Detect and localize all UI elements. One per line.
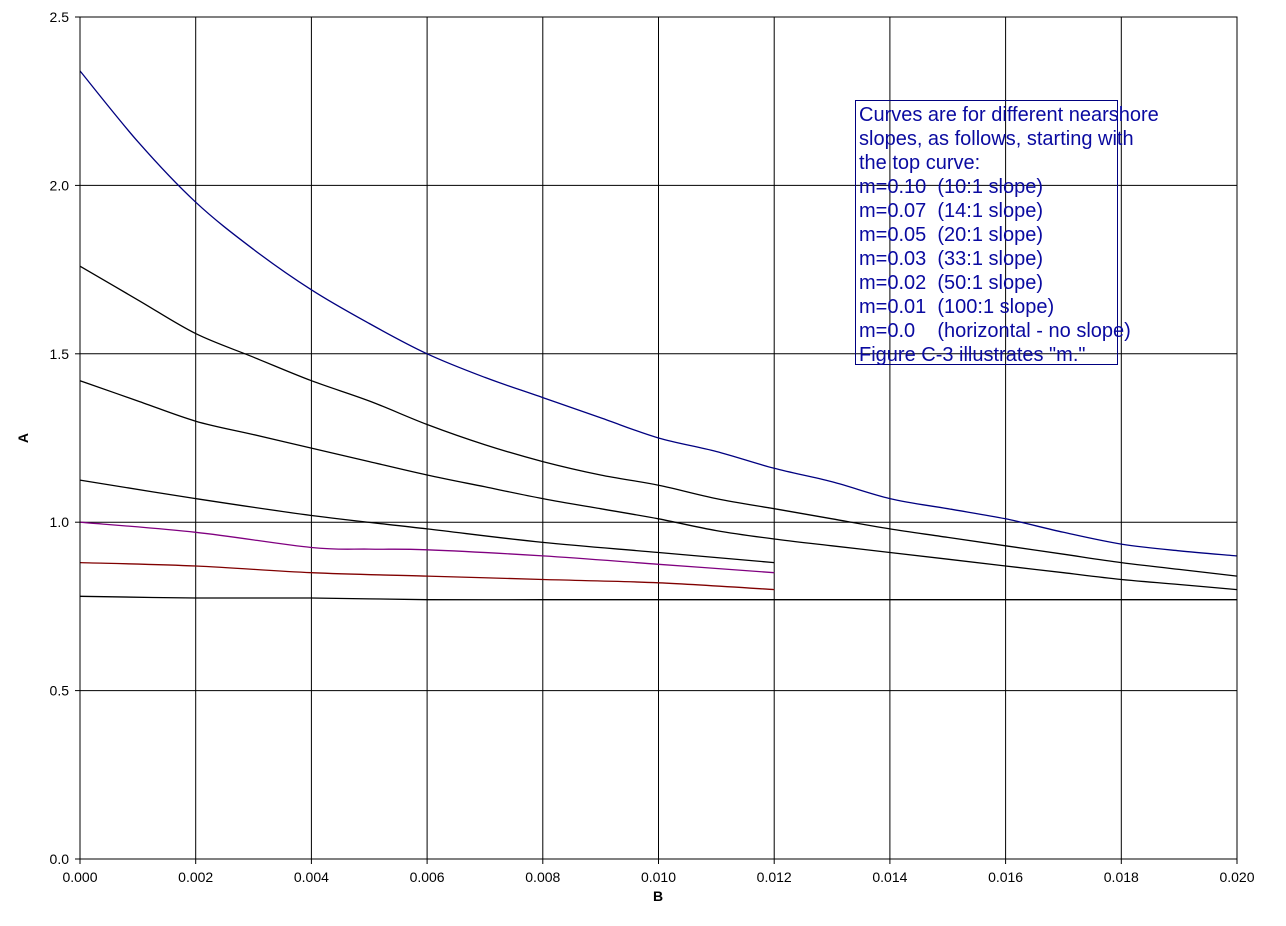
- x-tick-label: 0.012: [757, 869, 792, 885]
- y-tick-label: 2.0: [50, 177, 70, 193]
- annotation-text: Curves are for different nearshore slope…: [859, 103, 1284, 367]
- series-line-4: [79, 479, 775, 564]
- annotation-line: m=0.0 (horizontal - no slope): [859, 320, 1131, 342]
- series-line-7: [79, 595, 1237, 601]
- annotation-line: Figure C-3 illustrates "m.": [859, 344, 1086, 366]
- annotation-line: m=0.03 (33:1 slope): [859, 248, 1043, 270]
- x-tick-label: 0.018: [1104, 869, 1139, 885]
- x-axis-title: B: [653, 888, 663, 904]
- annotation-line: m=0.02 (50:1 slope): [859, 272, 1043, 294]
- y-axis-ticks: 0.0 0.5 1.0 1.5 2.0 2.5: [50, 9, 80, 867]
- x-tick-label: 0.010: [641, 869, 676, 885]
- x-tick-label: 0.006: [410, 869, 445, 885]
- series-line-2: [79, 265, 1238, 577]
- series-line-5: [79, 521, 775, 574]
- x-tick-label: 0.020: [1219, 869, 1254, 885]
- annotation-line: m=0.05 (20:1 slope): [859, 224, 1043, 246]
- x-tick-label: 0.002: [178, 869, 213, 885]
- annotation-line: Curves are for different nearshore: [859, 104, 1159, 126]
- x-tick-label: 0.008: [525, 869, 560, 885]
- y-tick-label: 2.5: [50, 9, 70, 25]
- x-tick-label: 0.004: [294, 869, 329, 885]
- annotation-line: m=0.01 (100:1 slope): [859, 296, 1055, 318]
- y-tick-label: 1.0: [50, 514, 70, 530]
- series-line-3: [79, 380, 1238, 591]
- annotation-line: slopes, as follows, starting with: [859, 128, 1134, 150]
- series-line-6: [79, 561, 775, 591]
- x-tick-label: 0.000: [62, 869, 97, 885]
- x-tick-label: 0.014: [872, 869, 907, 885]
- y-tick-label: 0.0: [50, 851, 70, 867]
- annotation-line: the top curve:: [859, 152, 981, 174]
- series-group: [79, 70, 1238, 601]
- x-tick-label: 0.016: [988, 869, 1023, 885]
- y-tick-label: 0.5: [50, 683, 70, 699]
- x-axis-ticks: 0.000 0.002 0.004 0.006 0.008 0.010 0.012 0.014…: [62, 859, 1255, 885]
- annotation-line: m=0.10 (10:1 slope): [859, 176, 1043, 198]
- annotation-line: m=0.07 (14:1 slope): [859, 200, 1043, 222]
- annotation-box: [855, 100, 1118, 365]
- y-axis-title: A: [15, 433, 31, 443]
- series-line-1: [79, 70, 1238, 557]
- y-tick-label: 1.5: [50, 346, 70, 362]
